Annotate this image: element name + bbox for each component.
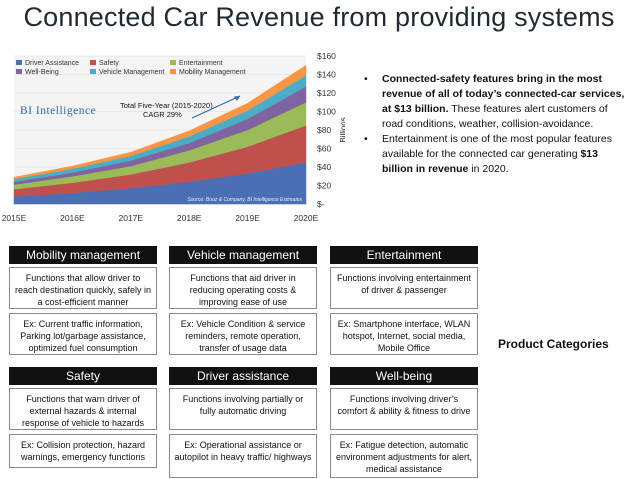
legend-label: Mobility Management [179, 69, 246, 76]
bullet-dot-icon: • [364, 73, 368, 85]
y-tick-label: $160 [317, 51, 336, 61]
card-driver-assistance: Driver assistance Functions involving pa… [169, 367, 317, 478]
legend-swatch [170, 69, 176, 74]
legend-swatch [16, 69, 22, 74]
y-tick-label: $140 [317, 70, 336, 80]
chart-source: Source: Booz & Company, BI Intelligence … [187, 197, 302, 203]
card-title: Safety [9, 367, 157, 385]
bullet-list: • Connected-safety features bring in the… [360, 72, 630, 177]
legend-label: Well-Being [25, 69, 59, 76]
y-tick-label: $120 [317, 88, 336, 98]
card-description: Functions that allow driver to reach des… [9, 267, 157, 309]
bullet-text: These features alert customers of road c… [382, 103, 608, 130]
y-tick-label: $80 [317, 125, 331, 135]
bullet-bold-text: $13 billion in revenue [382, 148, 598, 175]
legend-label: Entertainment [179, 60, 223, 67]
card-safety: Safety Functions that warn driver of ext… [9, 367, 157, 468]
card-example: Ex: Collision protection, hazard warning… [9, 434, 157, 468]
x-tick-label: 2015E [2, 213, 27, 223]
product-categories-label: Product Categories [498, 337, 609, 351]
bullet-text: in 2020. [468, 163, 509, 175]
card-example: Ex: Vehicle Condition & service reminder… [169, 313, 317, 355]
card-mobility-management: Mobility management Functions that allow… [9, 246, 157, 355]
area-series-mobility-management [13, 64, 307, 180]
card-description: Functions involving partially or fully a… [169, 388, 317, 430]
y-tick-label: $40 [317, 162, 331, 172]
card-description: Functions involving driver’s comfort & a… [330, 388, 478, 430]
card-vehicle-management: Vehicle management Functions that aid dr… [169, 246, 317, 355]
card-example: Ex: Current traffic information, Parking… [9, 313, 157, 355]
legend-label: Safety [99, 60, 119, 67]
bullet-text: Entertainment is one of the most popular… [382, 133, 612, 160]
card-title: Vehicle management [169, 246, 317, 264]
y-tick-label: $20 [317, 181, 331, 191]
x-tick-label: 2020E [294, 213, 319, 223]
card-example: Ex: Smartphone interface, WLAN hotspot, … [330, 313, 478, 355]
y-tick-label: $60 [317, 144, 331, 154]
bullet-dot-icon: • [364, 133, 368, 145]
card-title: Entertainment [330, 246, 478, 264]
annotation-arrow-head-icon [234, 96, 240, 101]
bullet-item-entertainment: • Entertainment is one of the most popul… [360, 132, 630, 177]
revenue-area-chart: $- $20 $40 $60 $80 $100 $120 $140 $160 Billions 20… [2, 51, 345, 223]
card-description: Functions involving entertainment of dri… [330, 267, 478, 309]
annotation-arrow-line [191, 95, 241, 119]
legend-label: Vehicle Management [99, 69, 164, 76]
card-title: Well-being [330, 367, 478, 385]
annotation-line-2: CAGR 29% [143, 110, 182, 119]
x-tick-label: 2016E [60, 213, 85, 223]
card-title: Driver assistance [169, 367, 317, 385]
legend-swatch [90, 69, 96, 74]
page-title: Connected Car Revenue from providing sys… [23, 2, 615, 32]
x-tick-label: 2019E [235, 213, 260, 223]
legend-label: Driver Assistance [25, 60, 79, 67]
card-description: Functions that warn driver of external h… [9, 388, 157, 430]
card-well-being: Well-being Functions involving driver’s … [330, 367, 478, 478]
bullet-bold-text: Connected-safety features bring in the m… [382, 73, 625, 115]
x-tick-label: 2017E [119, 213, 144, 223]
y-tick-label: $100 [317, 107, 336, 117]
watermark-text: BI Intelligence [20, 105, 96, 117]
legend-swatch [90, 60, 96, 65]
bullet-item-safety: • Connected-safety features bring in the… [360, 72, 630, 132]
card-description: Functions that aid driver in reducing op… [169, 267, 317, 309]
card-entertainment: Entertainment Functions involving entert… [330, 246, 478, 355]
y-axis-label: Billions [339, 117, 345, 142]
legend-swatch [170, 60, 176, 65]
card-example: Ex: Fatigue detection, automatic environ… [330, 434, 478, 478]
annotation-line-1: Total Five-Year (2015-2020) [120, 101, 213, 110]
legend-swatch [16, 60, 22, 65]
card-title: Mobility management [9, 246, 157, 264]
y-tick-label: $- [317, 199, 325, 209]
x-tick-label: 2018E [177, 213, 202, 223]
card-example: Ex: Operational assistance or autopilot … [169, 434, 317, 478]
